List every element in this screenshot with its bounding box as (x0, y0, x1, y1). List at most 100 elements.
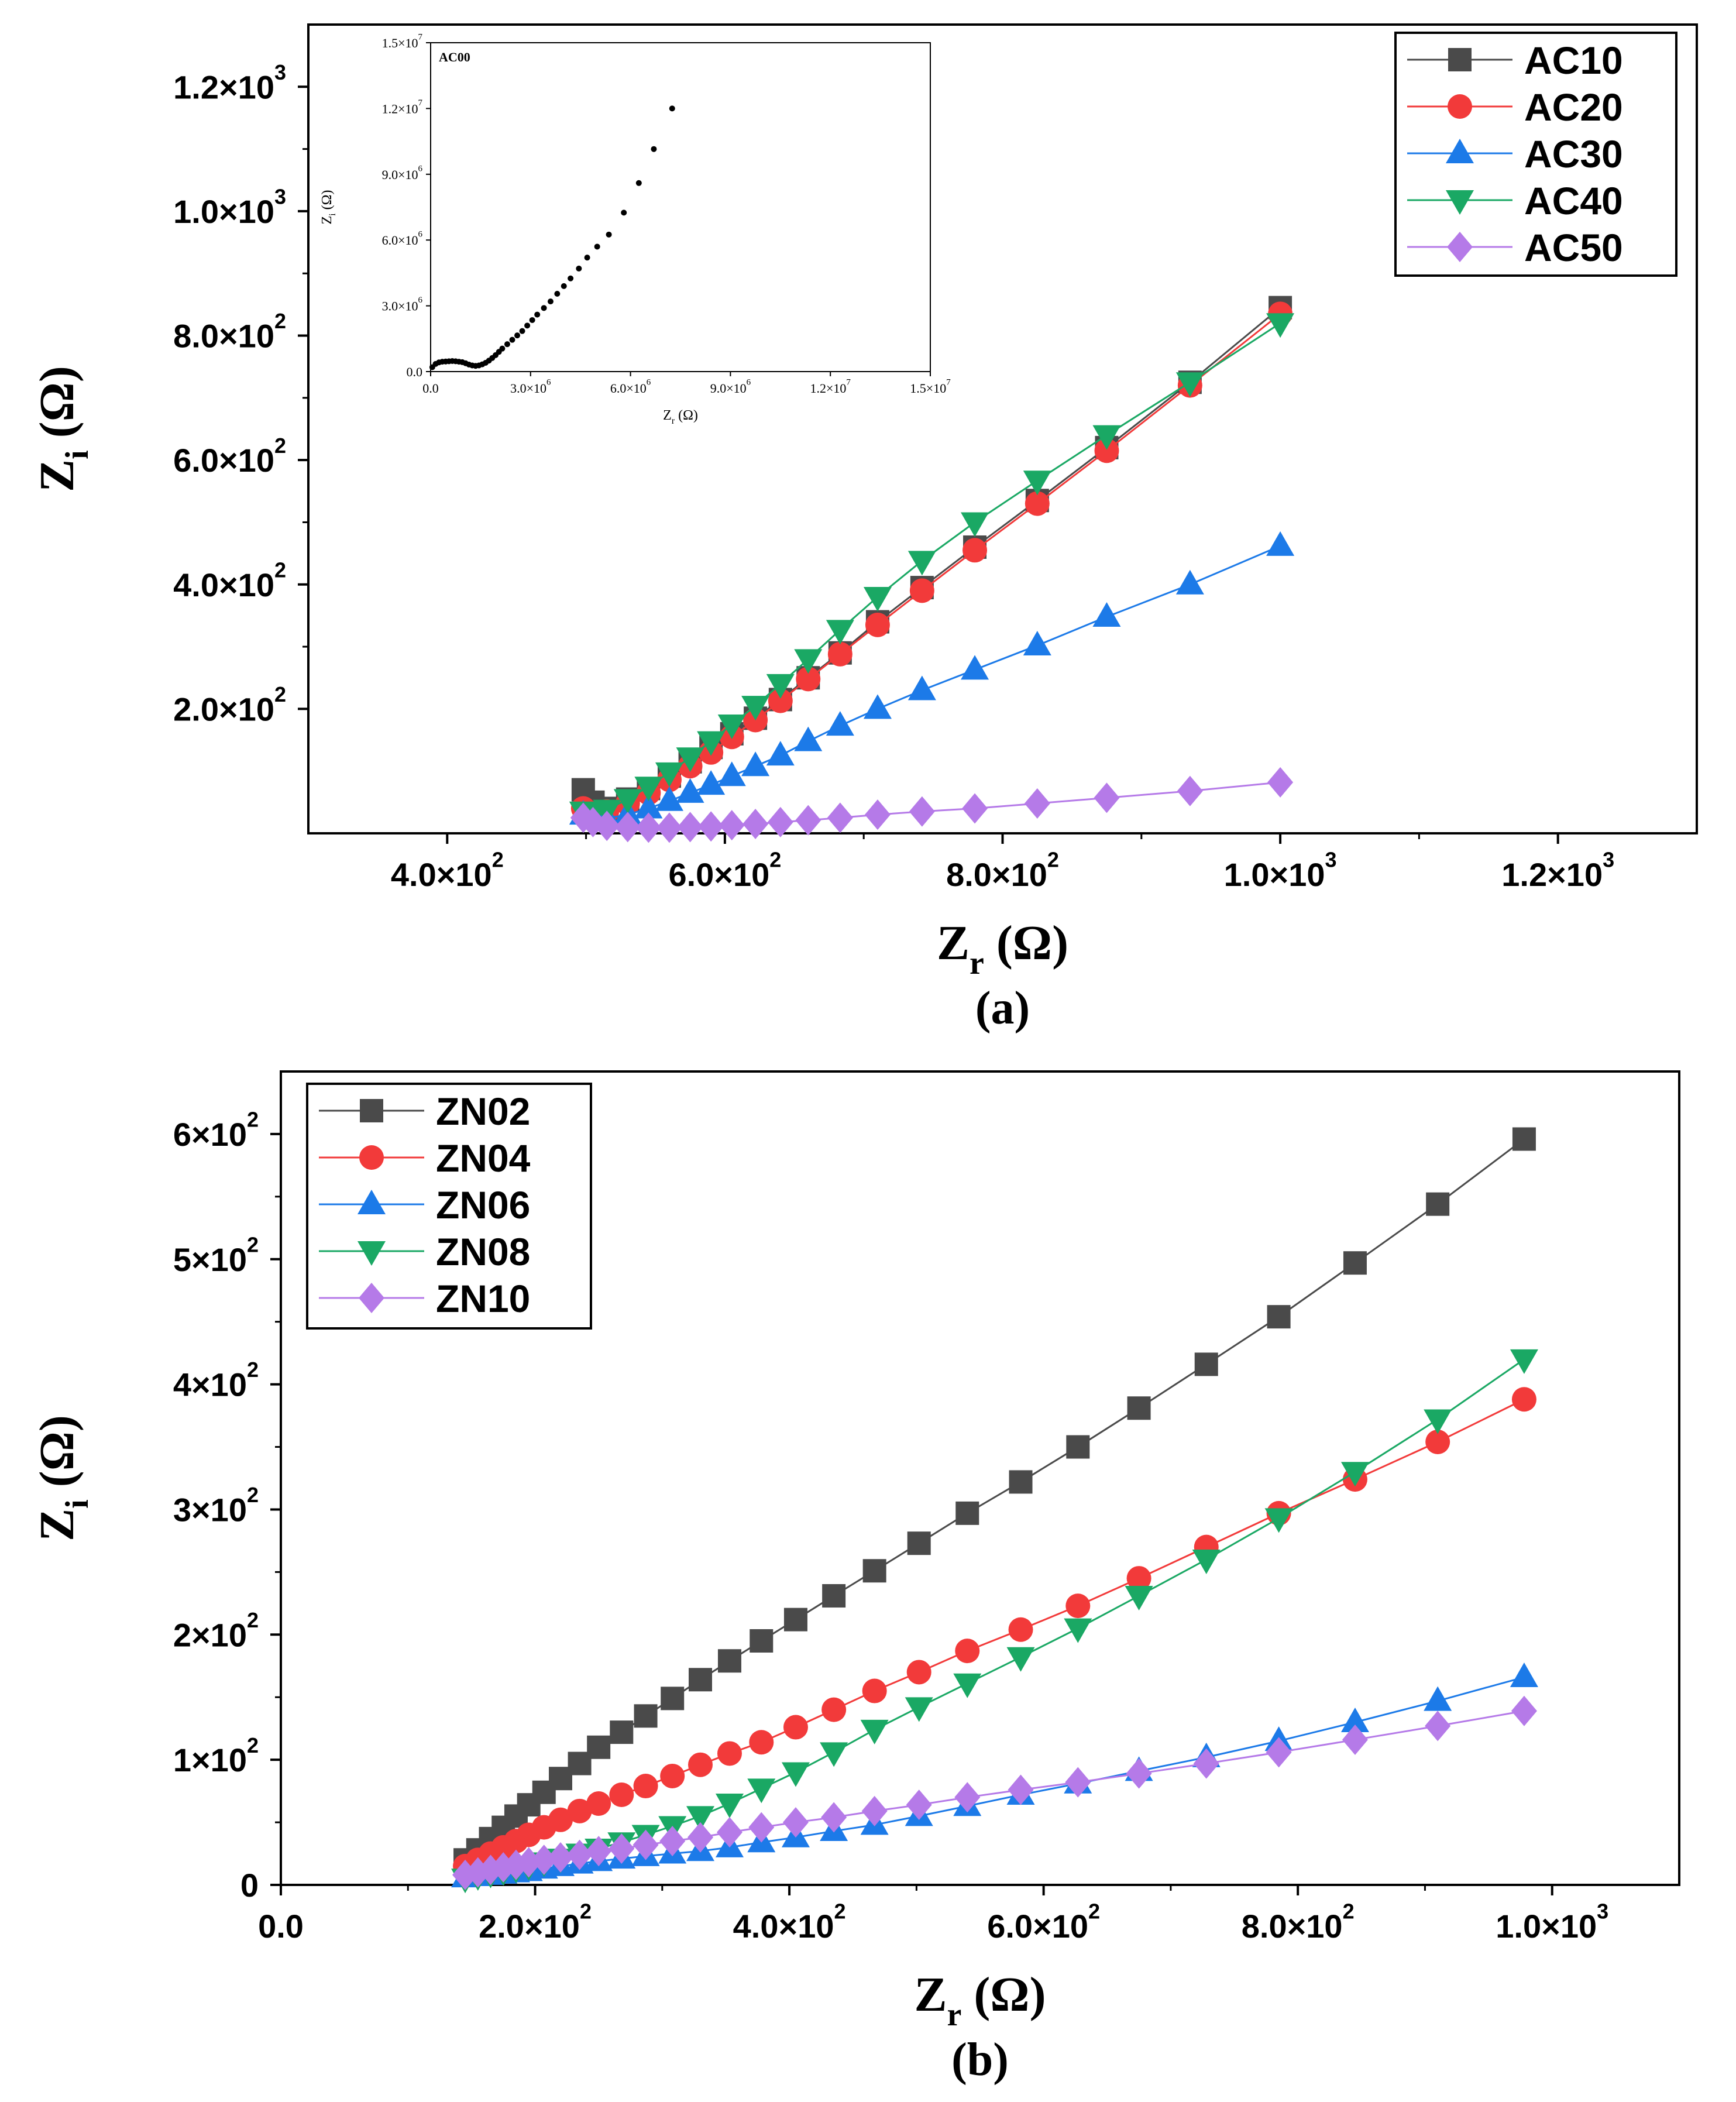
data-point (686, 1806, 714, 1831)
y-tick-label: 0 (240, 1867, 259, 1904)
data-point (567, 1798, 592, 1823)
legend-marker (359, 1283, 384, 1313)
y-tick-label: 2.0×102 (173, 682, 286, 727)
data-point (1266, 1737, 1292, 1768)
data-point (716, 1817, 742, 1848)
legend-label: AC10 (1524, 39, 1623, 82)
inset-x-axis-title: Zr (Ω) (663, 408, 698, 426)
y-tick-label: 1×102 (173, 1733, 259, 1778)
data-point (698, 811, 724, 842)
inset-frame (430, 42, 931, 372)
inset-x-tick-label: 6.0×106 (610, 378, 651, 396)
data-point (1264, 1508, 1293, 1533)
inset-x-tick-label: 9.0×106 (710, 378, 751, 396)
legend-item-ac40: AC40 (1407, 179, 1623, 222)
data-point (1006, 1647, 1035, 1672)
legend-item-ac10: AC10 (1407, 39, 1623, 82)
legend-marker (360, 1099, 383, 1122)
data-point (717, 714, 746, 739)
inset-data-point (534, 311, 541, 318)
data-point (796, 667, 821, 692)
data-point (750, 1629, 774, 1653)
inset-x-tick-label: 3.0×106 (510, 378, 551, 396)
inset-data-point (568, 275, 574, 281)
x-tick-label: 1.2×103 (1501, 848, 1614, 893)
data-point (1425, 1429, 1450, 1454)
data-point (531, 1845, 557, 1876)
data-point (820, 1742, 848, 1767)
x-tick-label: 4.0×102 (733, 1900, 846, 1945)
data-point (1512, 1127, 1536, 1151)
inset-data-point (541, 305, 547, 311)
legend-box (1394, 32, 1677, 277)
data-point (587, 1735, 611, 1759)
inset-tag: AC00 (439, 50, 470, 64)
data-point (862, 1559, 886, 1583)
data-point (822, 1584, 846, 1608)
data-point (860, 1719, 889, 1744)
data-point (1094, 782, 1120, 813)
x-tick-label: 1.0×103 (1496, 1900, 1608, 1945)
legend-item-zn04: ZN04 (319, 1136, 531, 1180)
data-point (1092, 602, 1121, 627)
x-axis-title: Zr (Ω) (914, 1967, 1046, 2033)
data-point (783, 1715, 808, 1740)
data-point (1267, 767, 1294, 798)
data-point (906, 1790, 932, 1821)
data-point (719, 810, 745, 841)
data-point (609, 1833, 635, 1864)
x-tick-label: 2.0×102 (479, 1900, 592, 1945)
data-point (1065, 1767, 1091, 1798)
data-point (1510, 1349, 1538, 1374)
data-point (827, 641, 852, 667)
data-point (864, 799, 891, 830)
data-point (863, 694, 892, 719)
data-point (676, 778, 704, 803)
data-point (1126, 1566, 1151, 1591)
data-point (781, 1762, 810, 1787)
legend-marker (1446, 139, 1474, 163)
y-axis-title: Zi (Ω) (30, 366, 95, 492)
data-point (1425, 1711, 1451, 1742)
data-point (635, 812, 662, 843)
data-point (909, 796, 935, 827)
data-point (655, 762, 683, 787)
legend-label: ZN04 (436, 1136, 531, 1180)
data-point (954, 1782, 981, 1813)
inset-x-tick-label: 1.2×107 (810, 378, 851, 396)
legend-marker (1448, 48, 1472, 71)
data-point (717, 1649, 741, 1673)
data-point (677, 812, 703, 843)
data-point (1092, 425, 1121, 450)
data-point (794, 726, 823, 751)
series-zn02 (453, 1127, 1536, 1872)
series-zn10 (452, 1695, 1537, 1890)
data-point (610, 1720, 634, 1744)
inset-data-point (554, 290, 561, 297)
legend-label: AC50 (1524, 226, 1623, 269)
data-point (767, 806, 793, 837)
data-point (1340, 1462, 1369, 1487)
data-point (1194, 1352, 1218, 1376)
legend-item-zn10: ZN10 (319, 1277, 530, 1320)
data-point (1266, 531, 1295, 556)
data-point (656, 812, 682, 843)
inset-data-point (504, 341, 510, 348)
data-point (953, 1673, 982, 1698)
inset-y-tick-label: 1.2×107 (382, 98, 423, 116)
data-point (741, 696, 770, 721)
data-point (749, 1730, 774, 1755)
y-tick-label: 6.0×102 (173, 434, 286, 479)
data-point (863, 587, 892, 612)
inset-data-point (651, 146, 657, 152)
data-point (1424, 1409, 1452, 1434)
data-point (1510, 1663, 1538, 1688)
legend-item-zn06: ZN06 (319, 1183, 530, 1227)
y-tick-label: 2×102 (173, 1608, 259, 1653)
y-tick-label: 3×102 (173, 1483, 259, 1528)
data-point (742, 809, 769, 840)
series-zn08 (451, 1349, 1538, 1894)
legend-item-zn08: ZN08 (319, 1230, 530, 1273)
legend-item-ac50: AC50 (1407, 226, 1623, 269)
panel-label: (a) (975, 983, 1030, 1034)
